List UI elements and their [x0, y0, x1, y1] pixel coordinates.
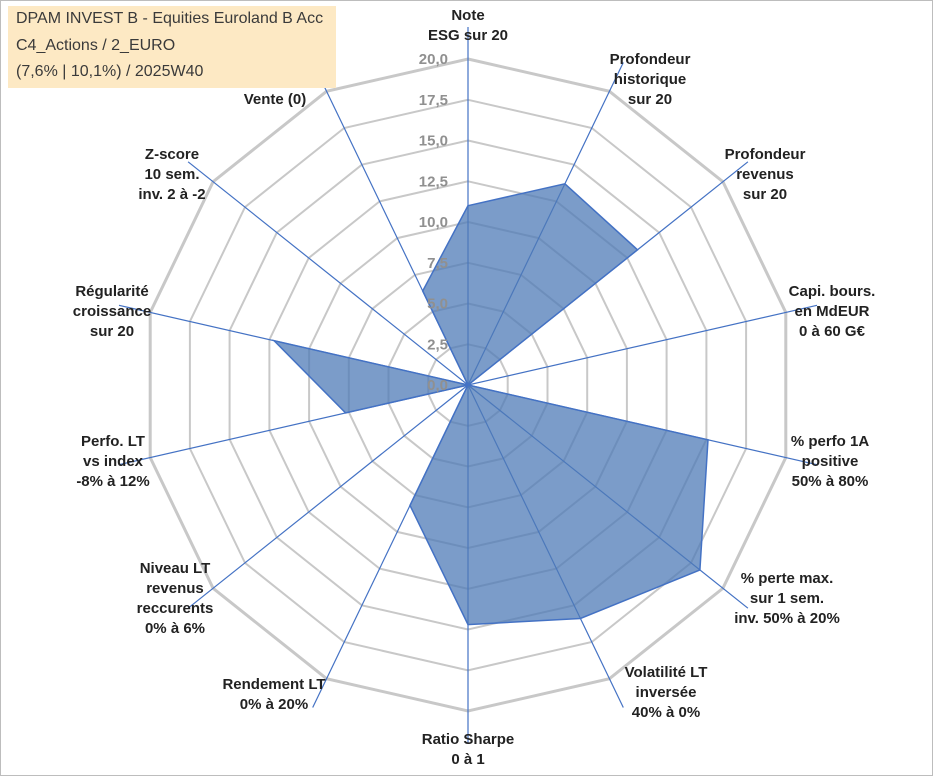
axis-label-layer: Note ESG sur 20 Profondeur historique sur 20… [73, 7, 876, 768]
tick-layer: 0,0 2,5 5,0 7,5 10,0 12,5 15,0 17,5 20,0 [419, 51, 448, 394]
axis-label: inversée [636, 684, 697, 701]
axis-label: 40% à 0% [632, 704, 700, 721]
axis-label: vs index [83, 453, 144, 470]
axis-spoke [187, 161, 469, 386]
axis-label: croissance [73, 303, 151, 320]
tick-label: 10,0 [419, 214, 448, 231]
axis-label: sur 20 [743, 186, 787, 203]
tick-label: 7,5 [427, 255, 448, 272]
tick-label: 5,0 [427, 296, 448, 313]
series-area [271, 182, 709, 626]
fund-performance: (7,6% | 10,1%) / 2025W40 [16, 63, 204, 80]
axis-label: Profondeur [610, 51, 691, 68]
tick-label: 15,0 [419, 133, 448, 150]
tick-label: 17,5 [419, 92, 448, 109]
axis-label: % perfo 1A [791, 433, 870, 450]
axis-label: 0% à 20% [240, 696, 308, 713]
axis-label: Note [451, 7, 484, 24]
axis-label: Ratio Sharpe [422, 731, 515, 748]
axis-label: Z-score [145, 146, 199, 163]
axis-label: positive [802, 453, 859, 470]
axis-label: sur 1 sem. [750, 590, 824, 607]
axis-label: historique [614, 71, 687, 88]
axis-label: sur 20 [90, 323, 134, 340]
axis-label: 0% à 6% [145, 620, 205, 637]
tick-label: 12,5 [419, 173, 448, 190]
axis-spoke [187, 384, 469, 609]
axis-label: inv. 50% à 20% [734, 610, 840, 627]
axis-label: ESG sur 20 [428, 27, 508, 44]
fund-info-box: DPAM INVEST B - Equities Euroland B Acc … [8, 6, 336, 88]
axis-label: Niveau LT [140, 560, 211, 577]
axis-label: en MdEUR [795, 303, 870, 320]
axis-label: Profondeur [725, 146, 806, 163]
axis-label: revenus [146, 580, 204, 597]
axis-label: 50% à 80% [792, 473, 869, 490]
axis-label: 10 sem. [144, 166, 199, 183]
axis-spoke [467, 304, 818, 386]
axis-label: Volatilité LT [625, 664, 708, 681]
axis-label: sur 20 [628, 91, 672, 108]
axis-label: Capi. bours. [789, 283, 876, 300]
axis-label: -8% à 12% [76, 473, 149, 490]
axis-label: Rendement LT [222, 676, 325, 693]
tick-label: 2,5 [427, 336, 448, 353]
axis-label: 0 à 60 G€ [799, 323, 866, 340]
fund-category: C4_Actions / 2_EURO [16, 37, 176, 54]
axis-label: Perfo. LT [81, 433, 145, 450]
tick-label: 0,0 [427, 377, 448, 394]
axis-label: 0 à 1 [451, 751, 484, 768]
tick-label: 20,0 [419, 51, 448, 68]
series-layer [271, 182, 709, 626]
axis-label: inv. 2 à -2 [138, 186, 205, 203]
axis-label: reccurents [137, 600, 214, 617]
axis-label: % perte max. [741, 570, 834, 587]
axis-label: revenus [736, 166, 794, 183]
fund-name: DPAM INVEST B - Equities Euroland B Acc [16, 10, 324, 27]
axis-label: Régularité [75, 283, 148, 300]
axis-label: Vente (0) [244, 91, 307, 108]
